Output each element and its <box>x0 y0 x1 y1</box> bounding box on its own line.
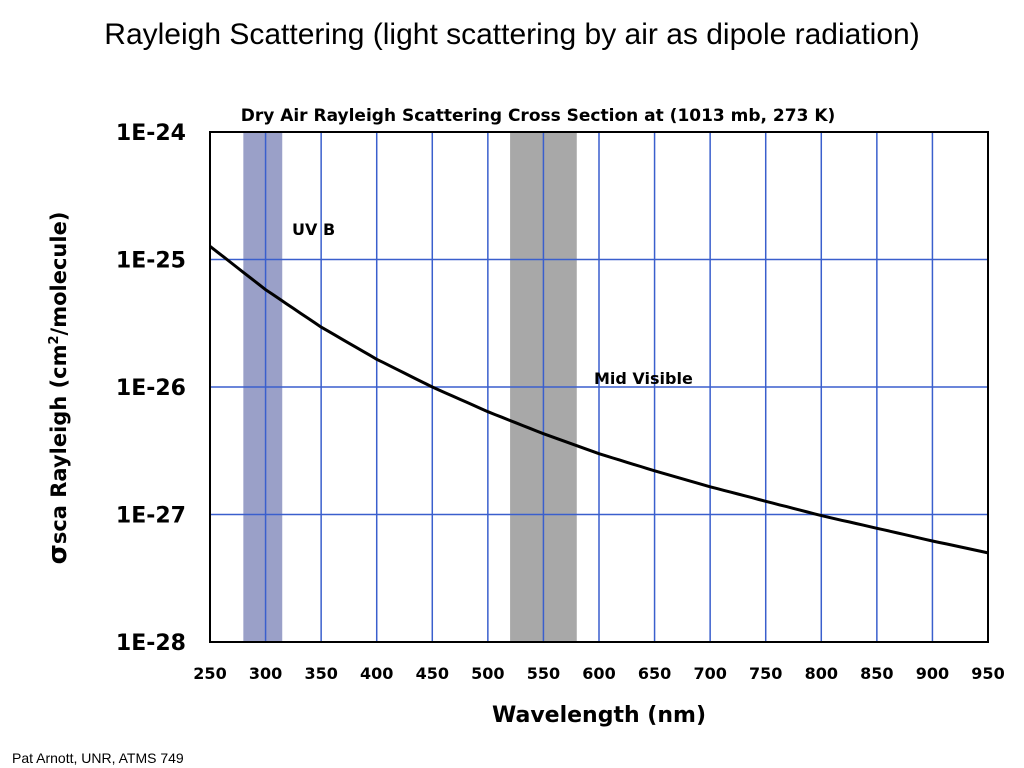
x-tick-label: 850 <box>860 664 893 683</box>
x-tick-label: 550 <box>527 664 560 683</box>
chart-title: Dry Air Rayleigh Scattering Cross Sectio… <box>241 106 836 126</box>
y-tick-labels: 1E-24 1E-25 1E-26 1E-27 1E-28 <box>116 121 186 656</box>
y-tick-label: 1E-28 <box>116 631 186 656</box>
x-tick-label: 900 <box>916 664 949 683</box>
y-tick-label: 1E-25 <box>116 249 186 274</box>
plot-frame <box>209 131 989 643</box>
x-tick-label: 800 <box>805 664 838 683</box>
x-tick-label: 600 <box>582 664 615 683</box>
y-axis-label-sigma: σ <box>43 544 73 564</box>
scattering-curve <box>209 245 989 555</box>
visible-band-label: Mid Visible <box>594 369 693 388</box>
x-tick-label: 650 <box>638 664 671 683</box>
y-axis-label-sub: sca <box>47 505 71 544</box>
y-axis-label-sup: 2 <box>47 335 62 344</box>
credit-text: Pat Arnott, UNR, ATMS 749 <box>12 750 184 766</box>
x-tick-label: 500 <box>471 664 504 683</box>
slide-title: Rayleigh Scattering (light scattering by… <box>104 18 920 51</box>
x-tick-label: 300 <box>249 664 282 683</box>
y-axis-label: σsca Rayleigh (cm2/molecule) <box>43 212 73 565</box>
x-tick-label: 400 <box>360 664 393 683</box>
x-tick-label: 950 <box>971 664 1004 683</box>
y-tick-label: 1E-24 <box>116 121 186 146</box>
y-tick-label: 1E-27 <box>116 504 186 529</box>
x-axis-label: Wavelength (nm) <box>492 703 706 728</box>
y-axis-label-unit: /molecule) <box>47 212 71 336</box>
x-tick-label: 450 <box>416 664 449 683</box>
y-axis-label-main: Rayleigh (cm <box>47 344 71 505</box>
x-tick-label: 700 <box>693 664 726 683</box>
x-tick-label: 250 <box>193 664 226 683</box>
uv-band-label: UV B <box>292 220 335 239</box>
y-tick-label: 1E-26 <box>116 376 186 401</box>
x-tick-label: 750 <box>749 664 782 683</box>
x-tick-label: 350 <box>304 664 337 683</box>
x-tick-labels: 250 300 350 400 450 500 550 600 650 700 750 800 850 9… <box>193 664 1004 683</box>
